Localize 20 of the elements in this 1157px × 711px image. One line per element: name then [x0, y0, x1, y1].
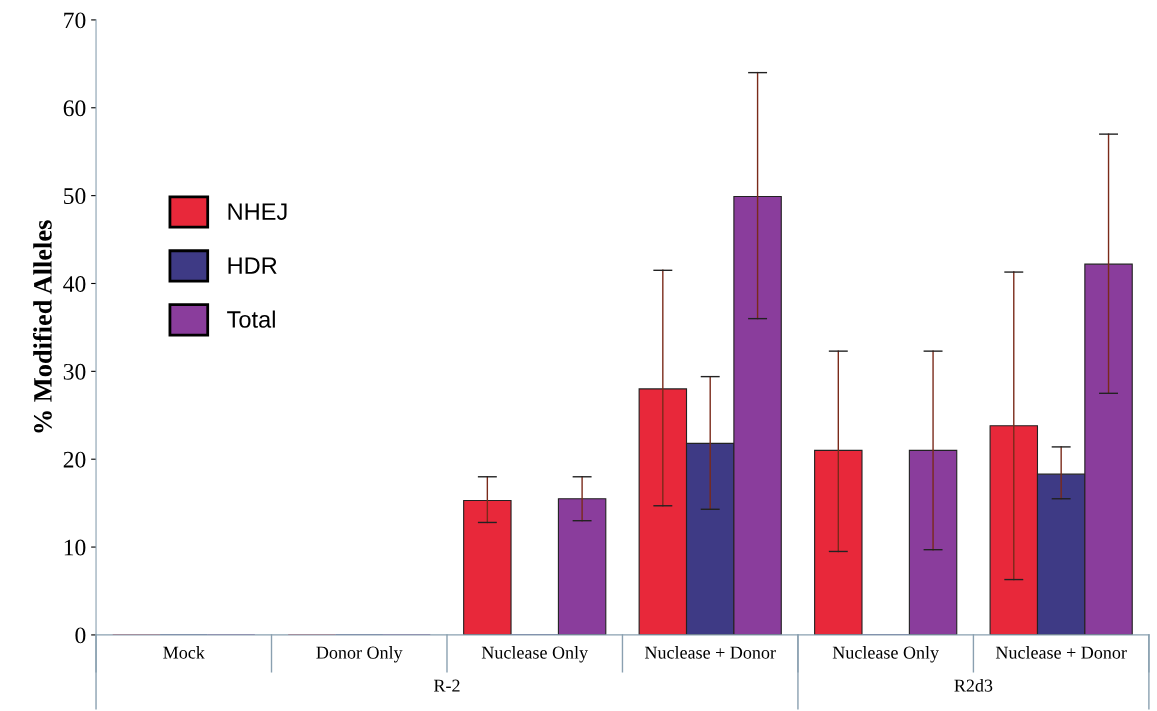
x-tick-label: Nuclease Only	[481, 646, 589, 663]
legend-label: HDR	[228, 257, 277, 274]
legend-label: NHEJ	[228, 203, 287, 220]
legend-label: Total	[227, 310, 275, 328]
y-axis-title: % Modified Alleles	[32, 220, 52, 433]
y-tick-label: 70	[64, 12, 86, 29]
y-tick-label: 60	[63, 100, 86, 117]
x-tick-label: Nuclease + Donor	[644, 646, 776, 659]
x-tick-label: Donor Only	[316, 646, 403, 663]
text: R2d3	[954, 679, 993, 692]
y-tick-label: 40	[63, 275, 86, 292]
y-tick-label: 0	[75, 627, 86, 644]
y-tick-label: 10	[64, 539, 86, 556]
y-tick-label: 50	[64, 188, 86, 205]
x-tick-label: Mock	[163, 646, 205, 659]
y-tick-label: 20	[63, 451, 86, 468]
text: R-2	[433, 679, 460, 692]
x-tick-label: Nuclease Only	[832, 646, 940, 663]
x-tick-label: Nuclease + Donor	[995, 646, 1127, 659]
y-tick-label: 30	[63, 363, 86, 380]
